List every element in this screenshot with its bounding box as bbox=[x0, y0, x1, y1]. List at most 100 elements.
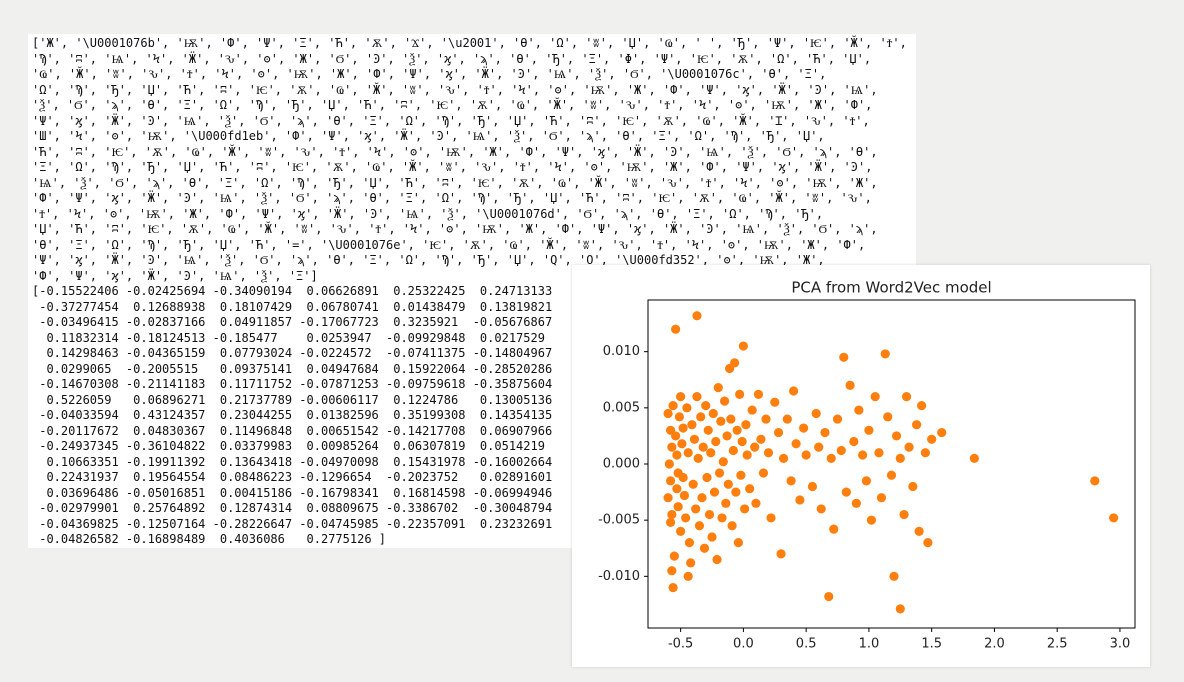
y-tick-label: -0.010 bbox=[598, 569, 640, 584]
point bbox=[782, 414, 792, 424]
point bbox=[901, 392, 912, 402]
point bbox=[735, 389, 745, 399]
x-tick-label: 2.0 bbox=[984, 637, 1005, 652]
point bbox=[678, 472, 688, 483]
point bbox=[851, 498, 861, 508]
point bbox=[799, 423, 809, 433]
point bbox=[747, 405, 757, 415]
x-tick-label: -0.5 bbox=[668, 637, 693, 652]
point bbox=[736, 470, 746, 480]
point bbox=[874, 448, 884, 458]
point bbox=[717, 513, 727, 523]
point bbox=[712, 554, 722, 565]
point bbox=[697, 493, 707, 503]
point bbox=[895, 453, 905, 463]
point bbox=[829, 524, 839, 534]
point bbox=[732, 425, 742, 435]
point bbox=[663, 408, 673, 419]
vocab-line: 'Ф', 'Ψ', 'ϗ', 'Ӝ', 'Ͽ', 'Ѩ', 'Ѯ', 'Ξ'] bbox=[32, 268, 318, 283]
point bbox=[698, 442, 708, 452]
y-tick-label: 0.000 bbox=[603, 457, 640, 472]
point bbox=[727, 521, 737, 531]
point bbox=[694, 521, 705, 531]
x-tick-label: 1.5 bbox=[921, 637, 942, 652]
point bbox=[756, 434, 766, 444]
point bbox=[738, 341, 748, 351]
point bbox=[889, 571, 899, 581]
point bbox=[673, 502, 683, 512]
point bbox=[742, 450, 752, 460]
vocab-line: 'Ћ', 'ʭ', 'Ѥ', 'Ѫ', 'Ҩ', 'Ӂ', 'ʬ', 'Ԅ', … bbox=[32, 144, 878, 159]
point bbox=[664, 459, 674, 469]
point bbox=[669, 551, 679, 561]
point bbox=[665, 517, 676, 528]
point bbox=[740, 504, 750, 514]
point bbox=[791, 439, 801, 449]
point bbox=[691, 504, 701, 514]
point bbox=[676, 526, 686, 536]
point bbox=[807, 481, 818, 492]
point bbox=[778, 453, 789, 463]
x-tick-label: 1.0 bbox=[859, 637, 880, 652]
point bbox=[671, 431, 681, 441]
point bbox=[692, 392, 702, 402]
point bbox=[681, 513, 691, 523]
point bbox=[786, 476, 796, 486]
point bbox=[668, 400, 678, 411]
point bbox=[866, 515, 877, 525]
point bbox=[766, 513, 776, 523]
vector-line: [-0.15522406 -0.02425694 -0.34090194 0.0… bbox=[32, 284, 553, 298]
point bbox=[745, 484, 755, 494]
point bbox=[722, 431, 732, 441]
point bbox=[733, 538, 743, 548]
point bbox=[713, 383, 723, 393]
point bbox=[687, 420, 697, 430]
vector-line: -0.37277454 0.12688938 0.18107429 0.0678… bbox=[32, 299, 553, 314]
point bbox=[728, 445, 738, 456]
point bbox=[854, 405, 864, 415]
point bbox=[841, 487, 851, 497]
point bbox=[731, 487, 741, 497]
point bbox=[708, 408, 718, 419]
vector-line: -0.20117672 0.04830367 0.11496848 0.0065… bbox=[32, 423, 553, 438]
point bbox=[674, 412, 684, 422]
point bbox=[880, 349, 890, 359]
point bbox=[1109, 513, 1119, 523]
point bbox=[908, 481, 918, 492]
point bbox=[826, 453, 836, 463]
point bbox=[899, 509, 909, 520]
point bbox=[886, 470, 897, 480]
vocab-line: 'Ѯ', 'Ϭ', 'ϡ', 'Ѳ', 'Ξ', 'Ω', 'Ϡ', 'Ђ', … bbox=[32, 98, 873, 112]
vocab-line: ['Ж', '\U0001076b', 'Ѭ', 'Ф', 'Ψ', 'Ξ', … bbox=[32, 36, 907, 50]
vocab-line: 'Ш', 'Ϟ', 'ʘ', 'Ѭ', '\U000fd1eb', 'Ф', '… bbox=[32, 129, 825, 143]
point bbox=[876, 493, 887, 503]
vector-line: 0.10663351 -0.19911392 0.13643418 -0.049… bbox=[32, 454, 553, 469]
point bbox=[750, 442, 760, 452]
point bbox=[701, 400, 711, 411]
point bbox=[721, 498, 731, 508]
vector-line: -0.02979901 0.25764892 0.12874314 0.0880… bbox=[32, 501, 553, 515]
point bbox=[688, 479, 698, 489]
point bbox=[836, 445, 846, 456]
point bbox=[864, 425, 874, 435]
point bbox=[686, 558, 696, 568]
point bbox=[671, 324, 681, 334]
point bbox=[770, 397, 780, 407]
point bbox=[895, 604, 905, 614]
point bbox=[891, 431, 902, 441]
x-tick-label: 2.5 bbox=[1047, 637, 1068, 652]
point bbox=[709, 487, 720, 497]
point bbox=[672, 450, 682, 460]
vocab-line: 'Ҩ', 'Ӂ', 'ʬ', 'Ԅ', 'Ϯ', 'Ϟ', 'ʘ', 'Ѭ', … bbox=[32, 67, 827, 81]
vector-line: -0.04826582 -0.16898489 0.4036086 0.2775… bbox=[32, 532, 387, 546]
point bbox=[711, 436, 721, 447]
point bbox=[723, 479, 733, 489]
point bbox=[730, 358, 740, 368]
point bbox=[699, 543, 710, 553]
point bbox=[912, 420, 922, 430]
model-summary: Word2Vec(vocab=329, size=100, alpha=0.02… bbox=[32, 548, 916, 549]
vector-line: 0.14298463 -0.04365159 0.07793024 -0.022… bbox=[32, 346, 553, 360]
x-tick-label: 0.0 bbox=[733, 637, 754, 652]
point bbox=[763, 448, 774, 458]
